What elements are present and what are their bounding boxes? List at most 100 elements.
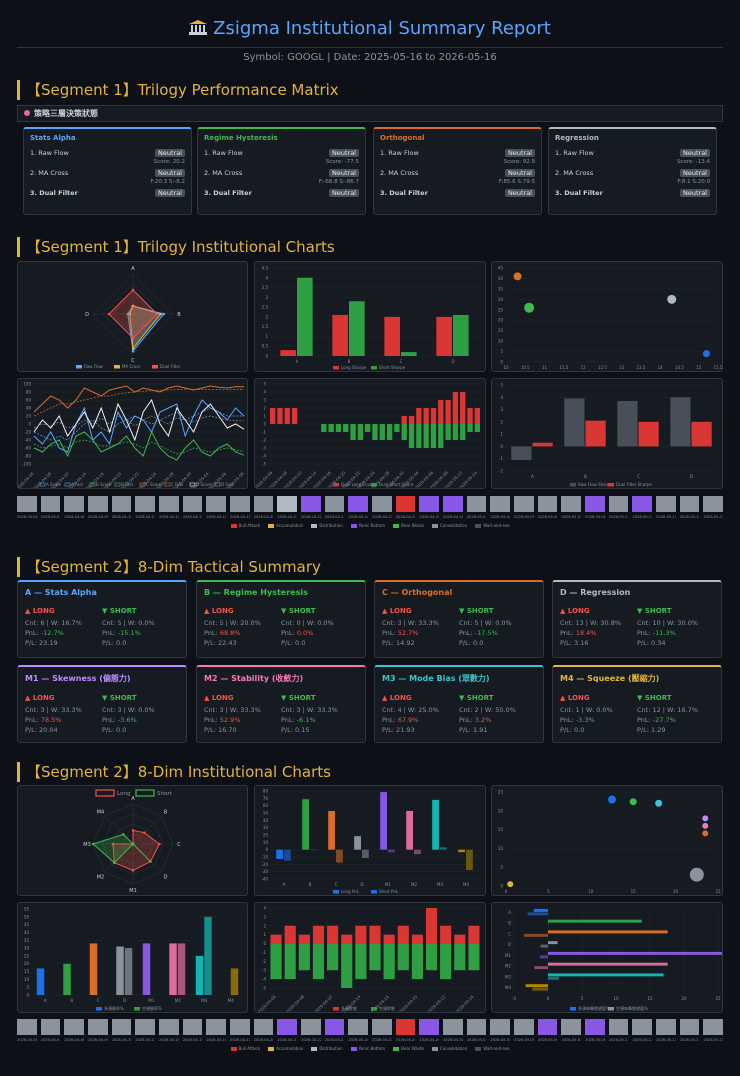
heatmap-date: 2026-04-29: [419, 1038, 440, 1042]
short-label: ▼ SHORT: [102, 607, 137, 615]
legend-swatch: [393, 523, 400, 528]
y-tick-label: 40: [26, 406, 32, 411]
scatter-point: [702, 822, 709, 829]
y-tick-label: M3: [505, 974, 511, 979]
pnl-value: -3.3%: [575, 716, 595, 724]
legend-label: Distribution: [319, 523, 343, 528]
heatmap-date: 2026-05-01: [466, 1038, 487, 1042]
y-tick-label: 10: [498, 339, 504, 344]
long-label: ▲ LONG: [560, 607, 590, 615]
heatmap-cell: [490, 1019, 511, 1035]
profit-factor: P/L: 14.92: [382, 639, 415, 647]
bar: [423, 424, 429, 448]
bar: [341, 943, 353, 988]
heatmap-cell: [88, 496, 108, 512]
legend-item: Bull Attack: [230, 523, 260, 528]
section-title-matrix: 【Segment 1】Trilogy Performance Matrix: [17, 80, 339, 100]
y-tick-label: 5: [500, 383, 503, 388]
heatmap-date: 2026-04-14: [159, 1038, 179, 1042]
heatmap-cell: [537, 1019, 558, 1035]
tactical-card: D — Regression ▲ LONG Cnt: 13 | W: 30.8% Pn…: [552, 580, 722, 658]
legend-label: B Score: [96, 482, 112, 487]
heatmap-date: 2026-05-01: [466, 515, 487, 519]
long-label: ▲ LONG: [382, 694, 412, 702]
x-tick-label: A: [283, 882, 286, 887]
heatmap-cell: [159, 1019, 179, 1035]
pnl-value: 52.7%: [397, 629, 419, 637]
heatmap-date: 2026-04-16: [206, 1038, 227, 1042]
legend-label: B Fast: [121, 482, 133, 487]
legend-swatch: [608, 483, 614, 487]
heatmap-cell: [656, 1019, 676, 1035]
state-heatmap-2: 2026-04-06 2026-04-07 2026-04-08 2026-04-09…: [17, 1019, 724, 1059]
x-tick-label: D: [123, 998, 126, 1003]
heatmap-cell: [608, 1019, 629, 1035]
x-tick-label: 15: [647, 996, 653, 1001]
legend-label: Raw Flow: [84, 364, 104, 369]
y-tick-label: 15: [24, 969, 30, 974]
y-tick-label: 80: [26, 390, 32, 395]
legend-swatch: [475, 1046, 482, 1051]
state-stack-panel: 4 3 2 1 0 -1 -2 -3 -4 -5 2026-04-06 2026-04-08 2026-…: [254, 902, 486, 1013]
y-tick-label: -3: [262, 968, 266, 973]
pnl-prefix: PnL:: [459, 716, 475, 724]
legend-swatch: [152, 365, 158, 369]
profit-factor: P/L: 23.19: [25, 639, 58, 647]
x-tick-label: 25: [715, 996, 721, 1001]
bar: [332, 314, 348, 356]
x-tick-label: 5: [547, 889, 550, 894]
y-tick-label: 40: [24, 930, 30, 935]
radar-point: [158, 842, 161, 846]
heatmap-cell: [679, 496, 700, 512]
heatmap-cell: [419, 1019, 440, 1035]
bar: [548, 923, 549, 927]
bar: [388, 849, 395, 853]
legend-label: Bear Waste: [401, 1046, 425, 1051]
y-tick-label: B: [508, 921, 511, 926]
bar: [467, 424, 473, 432]
legend-label: Distribution: [319, 1046, 343, 1051]
x-tick-label: 2026-04-24: [455, 994, 475, 1013]
tactical-card-title: C — Orthogonal: [382, 588, 453, 597]
count-winrate: Cnt: 0 | W: 0.0%: [281, 619, 334, 627]
pnl-value: 52.9%: [219, 716, 241, 724]
bar: [474, 424, 480, 432]
y-tick-label: 30: [498, 297, 504, 302]
pnl-prefix: PnL:: [281, 716, 297, 724]
bar: [548, 951, 722, 955]
bar: [425, 943, 438, 971]
heatmap-date: 2026-04-22: [301, 1038, 321, 1042]
pnl-prefix: PnL:: [25, 629, 41, 637]
matrix-row-label: 2. MA Cross: [380, 168, 419, 177]
bar: [414, 849, 421, 855]
legend-swatch: [371, 366, 377, 370]
bar: [383, 934, 395, 944]
radar-axis-label: M2: [97, 875, 105, 881]
bar: [177, 943, 186, 995]
short-column: ▼ SHORT Cnt: 10 | W: 30.0% PnL: -11.3% P/L:…: [637, 607, 714, 648]
legend-label: Short PnL: [379, 889, 399, 894]
y-tick-label: 3: [265, 295, 268, 300]
bar: [89, 943, 98, 995]
radar-spoke: [132, 815, 162, 845]
radar-point: [159, 312, 162, 316]
radar-point: [131, 349, 135, 353]
bar: [349, 301, 365, 356]
long-column: ▲ LONG Cnt: 3 | W: 33.3% PnL: 78.5% P/L: 20…: [25, 694, 102, 735]
bar: [452, 392, 459, 424]
bar: [430, 424, 437, 448]
heatmap-cell: [111, 1019, 132, 1035]
bar: [302, 799, 309, 850]
y-tick-label: 2: [265, 314, 268, 319]
y-tick-label: -5: [262, 462, 266, 467]
y-tick-label: 4: [263, 906, 266, 911]
winrate-bar-panel: 55 50 45 40 35 30 25 20 15 10 5 0 A B C D M1 M2 M3 M4 多頭勝率% 空…: [17, 902, 248, 1013]
tactical-card-title: B — Regime Hysteresis: [204, 588, 308, 597]
x-tick-label: 2026-04-06: [257, 994, 277, 1013]
bar: [460, 424, 466, 440]
y-tick-label: M1: [505, 953, 511, 958]
bar: [532, 442, 553, 447]
bar: [408, 416, 415, 424]
pnl-value: 18.4%: [575, 629, 597, 637]
radar-axis-label: M3: [83, 842, 91, 848]
